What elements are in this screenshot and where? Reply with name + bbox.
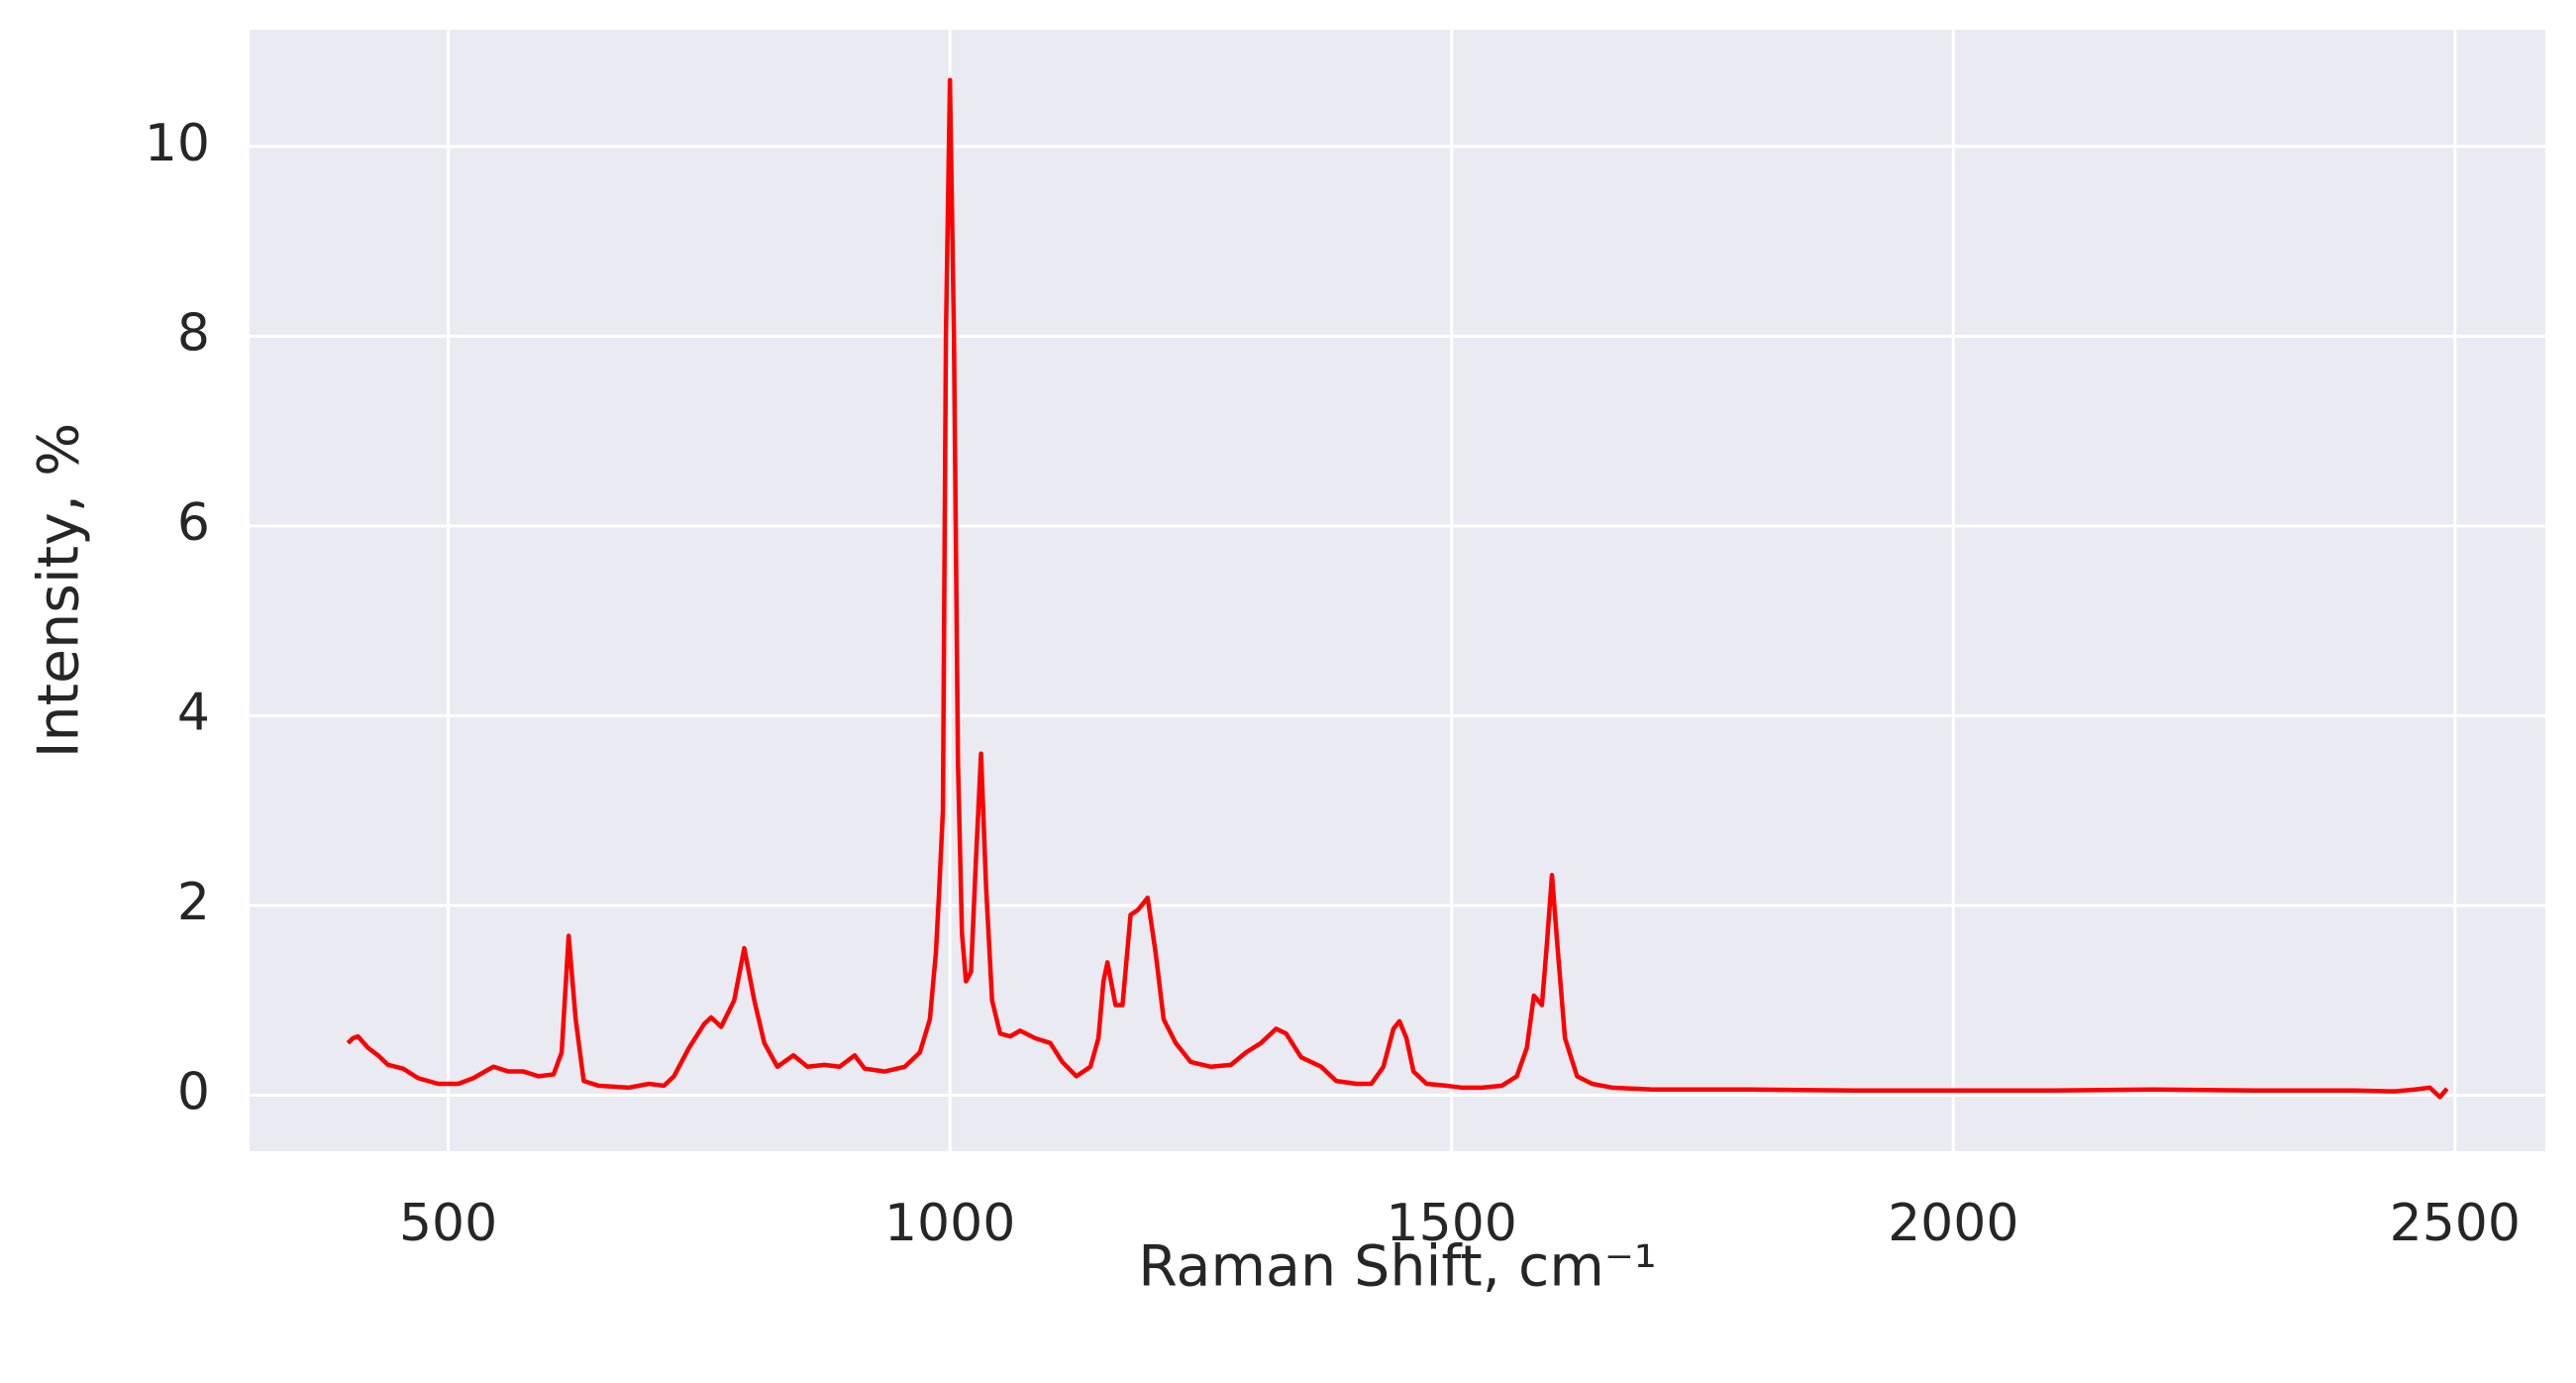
- y-tick-label: 0: [177, 1062, 210, 1121]
- y-tick-label: 4: [177, 683, 210, 742]
- y-tick-label: 10: [145, 114, 210, 173]
- data-line: [346, 77, 2449, 1100]
- x-tick-label: 2000: [1888, 1194, 2018, 1253]
- x-tick-label: 1000: [884, 1194, 1015, 1253]
- y-tick-label: 6: [177, 493, 210, 553]
- y-tick-label: 8: [177, 303, 210, 363]
- x-tick-label: 1500: [1387, 1194, 1517, 1253]
- x-tick-label: 2500: [2390, 1194, 2521, 1253]
- x-axis-label: Raman Shift, cm⁻¹: [1138, 1234, 1657, 1300]
- x-tick-label: 500: [399, 1194, 497, 1253]
- y-tick-label: 2: [177, 873, 210, 932]
- y-axis-label: Intensity, %: [27, 423, 92, 759]
- plot-area: [250, 30, 2545, 1151]
